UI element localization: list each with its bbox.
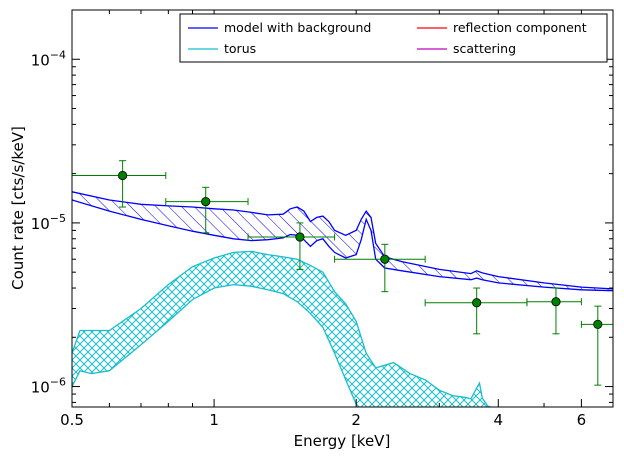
- data-point-2: [165, 186, 249, 234]
- data-point-7: [580, 305, 613, 386]
- x-axis-label: Energy [keV]: [294, 432, 391, 450]
- data-point-marker: [118, 170, 128, 181]
- y-tick-label: 10−6: [31, 376, 66, 397]
- data-point-marker: [295, 232, 305, 242]
- x-tick-label: 4: [494, 411, 504, 429]
- plot-frame: [71, 9, 614, 408]
- bands-layer: [72, 191, 613, 407]
- data-point-marker: [472, 298, 482, 308]
- legend-label-model-with-background: model with background: [224, 20, 371, 35]
- data-point-4: [334, 243, 426, 293]
- torus-lower-line: [72, 283, 360, 407]
- y-axis-label: Count rate [cts/s/keV]: [9, 126, 27, 290]
- legend-label-reflection-component: reflection component: [453, 20, 587, 35]
- data-point-5: [424, 287, 528, 335]
- data-point-6: [526, 287, 582, 335]
- data-points-layer: [72, 160, 613, 386]
- data-point-marker: [593, 319, 603, 329]
- legend-label-scattering: scattering: [453, 41, 516, 56]
- legend: model with background torus reflection c…: [179, 13, 608, 63]
- data-point-marker: [201, 196, 211, 207]
- torus-band-fill: [72, 251, 491, 407]
- data-point-marker: [551, 297, 561, 307]
- x-tick-label: 0.5: [60, 411, 84, 429]
- legend-box: [179, 13, 608, 63]
- model-with-background-band-fill: [72, 191, 613, 291]
- torus-upper-line: [72, 250, 493, 407]
- y-tick-label: 10−5: [31, 212, 66, 233]
- axis-tick-labels: 0.5 1 2 4 6 10−6 10−5 10−4: [31, 48, 586, 429]
- data-point-1: [72, 160, 167, 208]
- model-with-background-lower-line: [72, 199, 613, 292]
- legend-label-torus: torus: [224, 41, 256, 56]
- data-point-marker: [380, 254, 390, 264]
- x-tick-label: 2: [351, 411, 361, 429]
- data-point-3: [247, 222, 336, 270]
- x-tick-label: 6: [577, 411, 587, 429]
- y-tick-label: 10−4: [31, 48, 66, 69]
- model-with-background-upper-line: [72, 191, 613, 290]
- x-tick-label: 1: [209, 411, 219, 429]
